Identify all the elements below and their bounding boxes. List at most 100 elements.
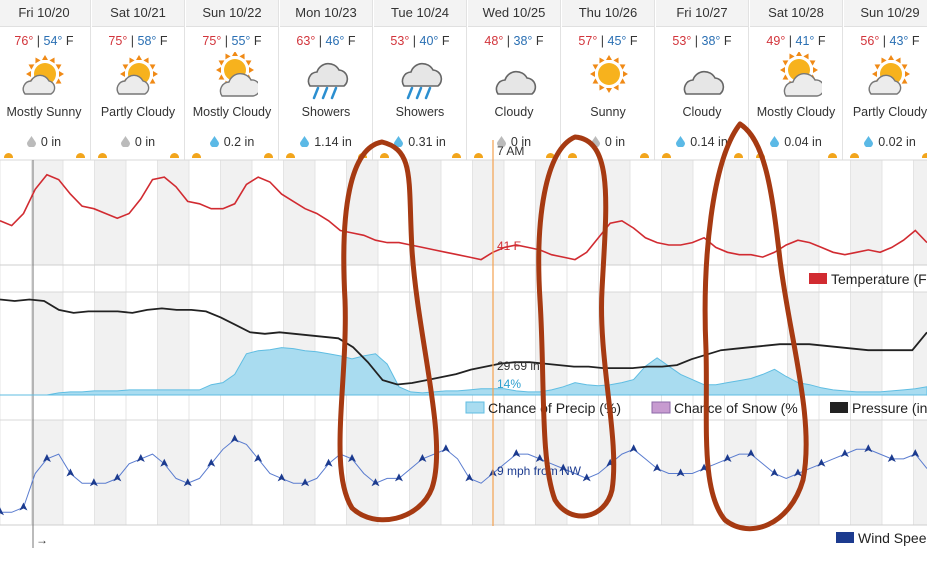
wind-arrow (324, 458, 333, 467)
cursor-temperature-label: 41 F (497, 239, 521, 253)
precip-bar (398, 387, 400, 395)
temp-unit: F (65, 34, 74, 48)
wind-arrow (113, 473, 122, 482)
sunrise-icon (380, 153, 389, 158)
forecast-condition: Mostly Sunny (6, 105, 82, 119)
high-temp: 49° (766, 34, 786, 48)
temperature-panel (0, 173, 927, 261)
precip-amount: 0.04 in (784, 135, 822, 149)
high-temp: 63° (296, 34, 316, 48)
precip-bar (152, 390, 154, 395)
forecast-day[interactable]: Sat 10/28 49° | 41° F Mostly Cloudy 0.04… (750, 0, 843, 160)
precip-bar (832, 390, 834, 395)
arrow-marker: → (36, 533, 48, 547)
night-band (913, 292, 927, 395)
high-temp: 48° (484, 34, 504, 48)
forecast-day[interactable]: Sat 10/21 75° | 58° F Partly Cloudy 0 in (92, 0, 185, 160)
forecast-precip: 0 in (92, 135, 184, 149)
precip-bar (668, 366, 670, 395)
sunset-icon (170, 153, 179, 158)
precip-bar (105, 391, 107, 395)
forecast-strip: Fri 10/20 76° | 54° F Mostly Sunny 0 in … (0, 0, 927, 160)
night-band (283, 420, 315, 525)
night-band (31, 292, 63, 395)
forecast-day[interactable]: Wed 10/25 48° | 38° F Cloudy 0 in (468, 0, 561, 160)
precip-amount: 0.31 in (408, 135, 446, 149)
temp-unit: F (911, 34, 920, 48)
forecast-day[interactable]: Fri 10/27 53° | 38° F Cloudy 0.14 in (656, 0, 749, 160)
wind-arrow (629, 444, 638, 453)
high-temp: 76° (14, 34, 34, 48)
cloud-icon (678, 52, 728, 104)
forecast-precip: 0.31 in (374, 135, 466, 149)
wind-arrow (207, 458, 216, 467)
forecast-day[interactable]: Tue 10/24 53° | 40° F Showers 0.31 in (374, 0, 467, 160)
wind-arrow (535, 453, 544, 462)
night-band (724, 292, 756, 395)
temp-unit: F (253, 34, 262, 48)
wind-arrow (793, 468, 802, 477)
raindrop-icon (120, 136, 130, 147)
forecast-day[interactable]: Sun 10/22 75° | 55° F Mostly Cloudy 0.2 … (186, 0, 279, 160)
legend-swatch-wind (836, 532, 854, 543)
legends: Temperature (F Chance of Precip (%) Chan… (36, 271, 927, 547)
precip-bar (93, 391, 95, 395)
forecast-temps: 75° | 58° F (108, 34, 168, 48)
precip-bar (820, 388, 822, 395)
wind-arrow (840, 449, 849, 458)
low-temp: 54° (43, 34, 63, 48)
precip-bar (58, 393, 60, 395)
wind-line (0, 439, 927, 513)
night-band (850, 160, 882, 265)
sun-cloud-icon (20, 52, 70, 104)
night-band (661, 160, 693, 265)
precip-bar (903, 390, 905, 395)
forecast-day[interactable]: Thu 10/26 57° | 45° F Sunny 0 in (562, 0, 655, 160)
forecast-day[interactable]: Mon 10/23 63° | 46° F Showers 1.14 in (280, 0, 373, 160)
precip-bar (363, 356, 365, 395)
forecast-date: Sun 10/22 (186, 0, 278, 27)
forecast-date: Thu 10/26 (562, 0, 654, 27)
wind-arrow (89, 478, 98, 487)
legend-temperature: Temperature (F (831, 271, 927, 287)
pressure-line (0, 298, 927, 386)
forecast-condition: Mostly Cloudy (756, 105, 836, 119)
precip-bar (457, 391, 459, 395)
annotation-loop-2 (536, 134, 617, 519)
night-band (913, 160, 927, 265)
precip-bar (328, 354, 330, 395)
night-band (472, 292, 504, 395)
night-band (913, 420, 927, 525)
precip-bar (773, 369, 775, 395)
hover-cursor: 7 AM 41 F 29.69 in 14% 9 mph from NW (492, 140, 582, 526)
forecast-date: Mon 10/23 (280, 0, 372, 27)
wind-arrow (394, 473, 403, 482)
forecast-date: Sat 10/28 (750, 0, 842, 27)
sunrise-icon (568, 153, 577, 158)
precip-bar (691, 380, 693, 395)
wind-arrow (817, 458, 826, 467)
forecast-temps: 63° | 46° F (296, 34, 356, 48)
day-bands (31, 160, 927, 525)
cursor-wind-label: 9 mph from NW (497, 464, 582, 478)
wind-arrow (42, 453, 51, 462)
precip-bar (480, 389, 482, 395)
precip-bar (621, 383, 623, 395)
precip-bar (292, 349, 294, 395)
raindrop-icon (864, 136, 874, 147)
precip-bar (163, 390, 165, 395)
sunset-icon (734, 153, 743, 158)
raindrop-icon (209, 136, 219, 147)
precip-bar (680, 374, 682, 395)
sunset-icon (922, 153, 927, 158)
wind-arrow (160, 458, 169, 467)
forecast-day[interactable]: Sun 10/29 56° | 43° F Partly Cloudy 0.02… (844, 0, 927, 160)
forecast-day[interactable]: Fri 10/20 76° | 54° F Mostly Sunny 0 in (0, 0, 91, 160)
wind-arrow (465, 473, 474, 482)
precip-bar (879, 392, 881, 395)
hand-drawn-annotations (337, 121, 809, 532)
rain-cloud-icon (302, 52, 352, 104)
sunset-icon (452, 153, 461, 158)
sunrise-icon (286, 153, 295, 158)
low-temp: 55° (231, 34, 251, 48)
